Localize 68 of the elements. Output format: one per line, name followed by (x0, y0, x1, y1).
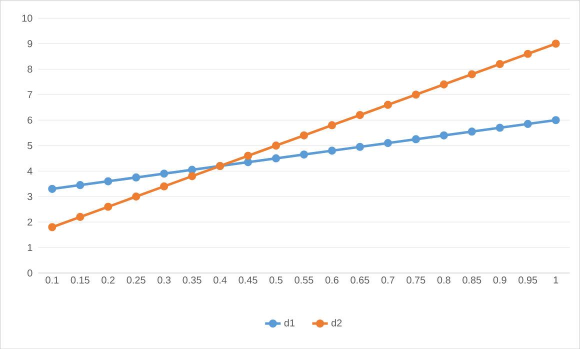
x-tick-label: 0.8 (437, 276, 450, 284)
point (272, 154, 280, 162)
y-tick-label: 10 (22, 14, 32, 22)
y-tick-label: 6 (28, 116, 32, 124)
point (552, 40, 560, 48)
x-tick-label: 0.45 (238, 276, 258, 284)
x-tick-label: 0.85 (462, 276, 482, 284)
x-tick-label: 0.5 (269, 276, 283, 284)
point (384, 138, 392, 148)
x-tick-label: 0.65 (350, 276, 370, 284)
x-tick-label: 0.7 (381, 276, 394, 284)
point (412, 90, 420, 99)
x-tick-label: 0.3 (158, 276, 171, 284)
point (160, 170, 168, 178)
point (496, 60, 504, 68)
x-tick-label: 0.4 (214, 276, 227, 284)
point (524, 50, 532, 58)
point (48, 223, 56, 232)
point (328, 146, 336, 155)
point (160, 182, 168, 190)
point (552, 116, 560, 124)
point (76, 212, 84, 221)
x-tick-label: 0.95 (518, 276, 538, 284)
point (188, 166, 196, 174)
point (468, 127, 476, 136)
x-tick-label: 0.25 (126, 276, 146, 284)
point (48, 184, 56, 193)
legend-label: d1 (284, 319, 295, 326)
x-tick-label: 0.55 (294, 276, 314, 284)
point (132, 173, 140, 182)
point (104, 177, 112, 186)
x-tick-label: 0.1 (46, 276, 59, 284)
x-tick-label: 1 (554, 276, 558, 284)
y-tick-label: 2 (28, 218, 32, 226)
x-tick-label: 0.15 (70, 276, 90, 284)
point (496, 124, 504, 132)
point (132, 192, 140, 201)
x-tick-label: 0.35 (182, 276, 202, 284)
x-tick-label: 0.2 (102, 276, 115, 284)
point (412, 135, 420, 144)
point (300, 131, 308, 140)
point (244, 158, 252, 166)
point (384, 100, 392, 109)
x-tick-label: 0.6 (325, 276, 338, 284)
point (468, 70, 476, 78)
point (76, 180, 84, 190)
point (356, 110, 364, 119)
point (524, 120, 532, 128)
point (356, 142, 364, 151)
point (328, 121, 336, 130)
y-tick-label: 9 (28, 40, 32, 48)
y-tick-label: 7 (28, 91, 32, 98)
y-tick-label: 3 (27, 192, 32, 200)
y-tick-label: 1 (28, 244, 32, 251)
y-tick-label: 4 (27, 168, 32, 174)
point (440, 80, 448, 88)
point (188, 172, 196, 180)
point (104, 202, 112, 211)
x-tick-label: 0.9 (493, 276, 506, 284)
x-tick-label: 0.75 (406, 276, 426, 284)
y-tick-label: 8 (28, 66, 32, 73)
y-tick-label: 5 (28, 142, 32, 149)
point (300, 150, 308, 158)
point (440, 131, 448, 140)
point (272, 141, 280, 150)
point (244, 152, 252, 160)
y-tick-label: 0 (28, 269, 32, 276)
legend-label: d2 (331, 319, 342, 326)
